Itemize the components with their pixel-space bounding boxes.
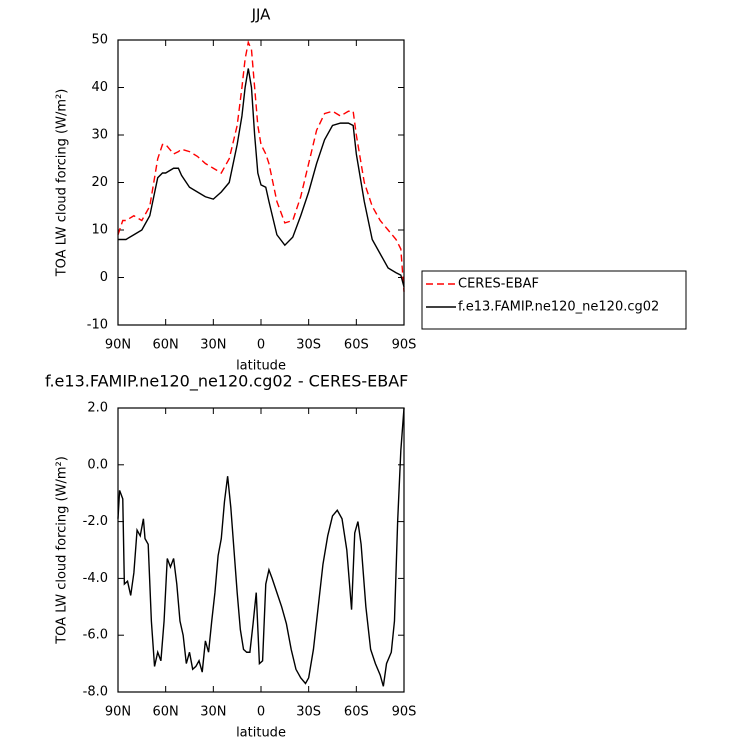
y-tick-label: -4.0 [83,571,108,586]
x-tick-label: 90S [392,338,417,353]
chart-title: JJA [251,6,272,24]
y-tick-label: 20 [91,175,108,190]
legend-label: CERES-EBAF [458,277,539,292]
x-tick-label: 60N [153,705,179,720]
y-tick-label: -8.0 [83,685,108,700]
data-line [117,407,405,687]
x-tick-label: 0 [257,705,265,720]
data-line [118,68,405,288]
x-tick-label: 60S [344,705,369,720]
x-tick-label: 90S [392,705,417,720]
chart-title: f.e13.FAMIP.ne120_ne120.cg02 - CERES-EBA… [45,372,408,392]
x-axis-label: latitude [236,726,286,741]
y-tick-label: 10 [91,223,108,238]
y-tick-label: 50 [91,33,108,48]
x-tick-label: 0 [257,338,265,353]
y-tick-label: -10 [87,318,108,333]
y-axis-label: TOA LW cloud forcing (W/m²) [55,456,70,645]
x-tick-label: 30S [296,705,321,720]
legend-box [421,270,687,330]
x-tick-label: 30N [200,338,226,353]
y-tick-label: 2.0 [87,401,108,416]
y-tick-label: 0 [100,270,108,285]
x-axis-label: latitude [236,359,286,374]
y-tick-label: 0.0 [87,457,108,472]
x-tick-label: 30S [296,338,321,353]
y-axis-label: TOA LW cloud forcing (W/m²) [55,89,70,278]
plot-frame [117,407,405,693]
legend-label: f.e13.FAMIP.ne120_ne120.cg02 [458,300,659,315]
y-tick-label: 40 [91,80,108,95]
x-tick-label: 90N [105,705,131,720]
x-tick-label: 90N [105,338,131,353]
data-line [117,40,405,292]
x-tick-label: 60S [344,338,369,353]
y-tick-label: -2.0 [83,514,108,529]
plot-frame [117,39,405,326]
x-tick-label: 60N [153,338,179,353]
y-tick-label: -6.0 [83,628,108,643]
x-tick-label: 30N [200,705,226,720]
y-tick-label: 30 [91,128,108,143]
